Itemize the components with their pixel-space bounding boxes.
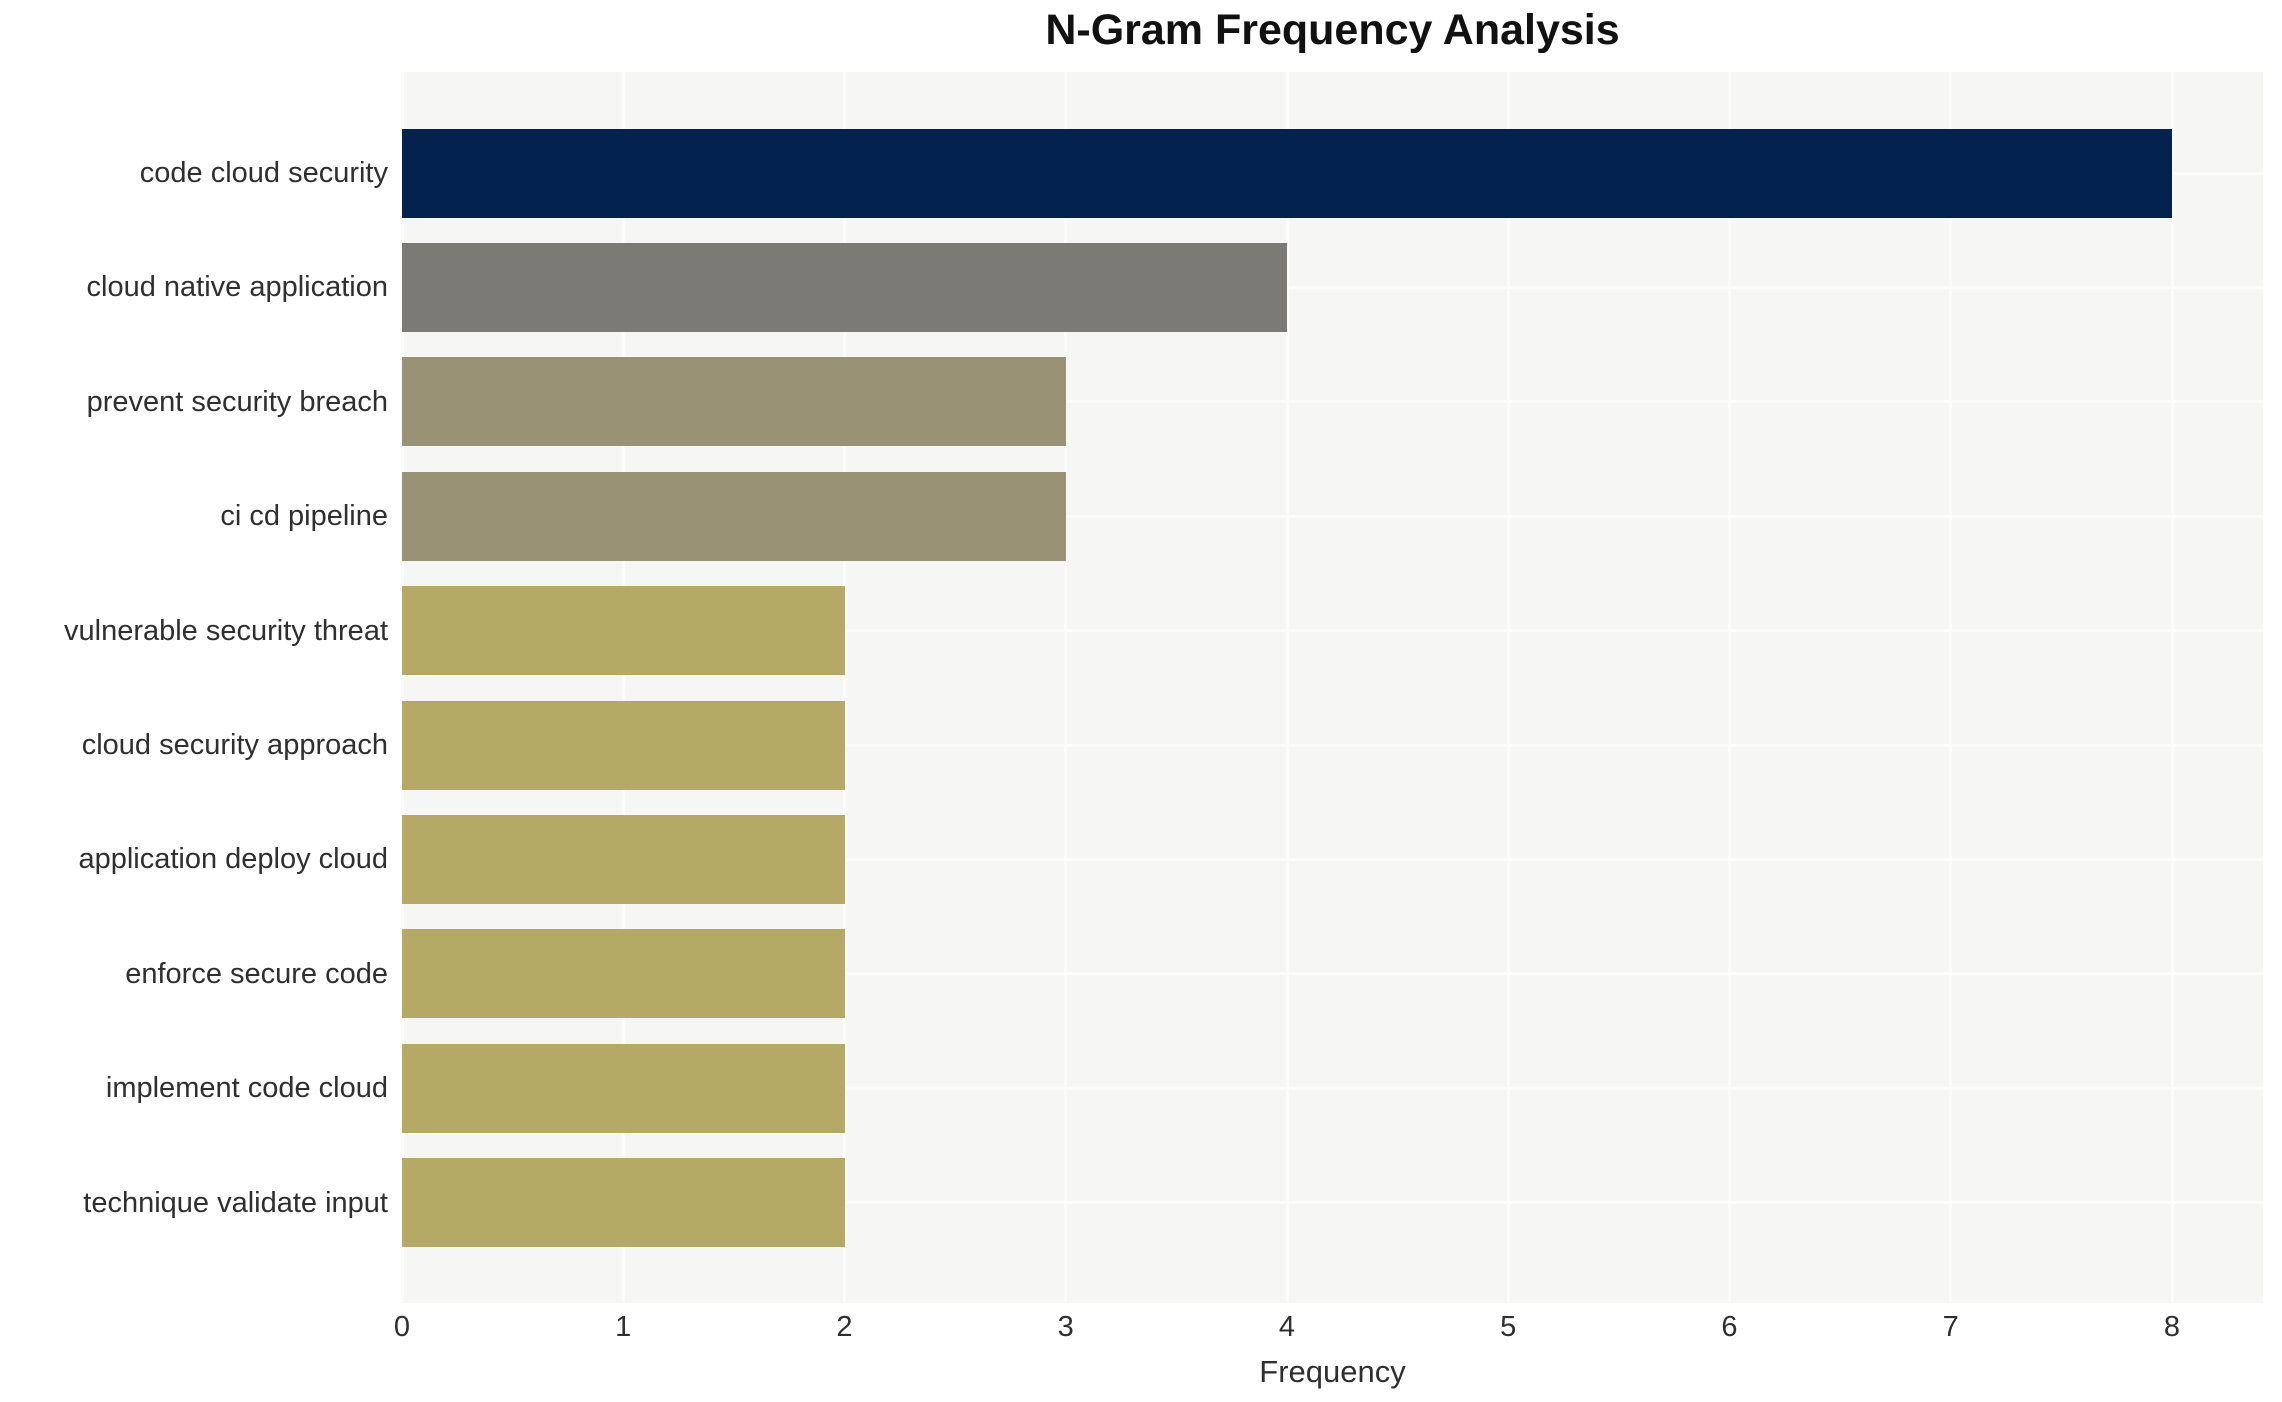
- plot-area: [400, 72, 2263, 1303]
- horizontal-gridline: [402, 514, 2263, 518]
- vertical-gridline: [400, 72, 404, 1303]
- bar-technique-validate-input: [402, 1158, 845, 1248]
- category-label: application deploy cloud: [78, 843, 388, 876]
- category-label: technique validate input: [83, 1186, 388, 1219]
- vertical-gridline: [2170, 72, 2174, 1303]
- bar-implement-code-cloud: [402, 1043, 845, 1133]
- bar-application-deploy-cloud: [402, 814, 845, 904]
- x-tick-label: 0: [393, 1311, 411, 1343]
- bar-cloud-native-application: [402, 242, 1287, 332]
- horizontal-gridline: [402, 857, 2263, 861]
- category-label: cloud native application: [86, 271, 388, 304]
- category-label: implement code cloud: [105, 1072, 388, 1105]
- vertical-gridline: [843, 72, 846, 1303]
- x-axis-title: Frequency: [1259, 1354, 1406, 1389]
- x-tick-label: 8: [2163, 1311, 2181, 1343]
- category-label: enforce secure code: [125, 957, 388, 990]
- bar-prevent-security-breach: [402, 357, 1066, 447]
- x-tick-label: 6: [1721, 1311, 1738, 1343]
- horizontal-gridline: [402, 743, 2263, 747]
- chart-title: N-Gram Frequency Analysis: [1045, 6, 1620, 54]
- category-label: prevent security breach: [86, 385, 388, 418]
- x-tick-label: 3: [1057, 1311, 1074, 1343]
- horizontal-gridline: [402, 1201, 2263, 1205]
- bar-code-cloud-security: [402, 128, 2172, 218]
- vertical-gridline: [621, 72, 625, 1303]
- x-tick-label: 5: [1500, 1311, 1517, 1343]
- horizontal-gridline: [402, 285, 2263, 289]
- x-tick-label: 2: [836, 1311, 853, 1343]
- vertical-gridline: [1728, 72, 1731, 1303]
- vertical-gridline: [1285, 72, 1289, 1303]
- bar-cloud-security-approach: [402, 700, 845, 790]
- x-tick-label: 4: [1278, 1311, 1296, 1343]
- vertical-gridline: [1506, 72, 1510, 1303]
- horizontal-gridline: [402, 400, 2263, 404]
- category-label: vulnerable security threat: [64, 614, 388, 647]
- vertical-gridline: [1064, 72, 1068, 1303]
- horizontal-gridline: [402, 629, 2263, 633]
- category-label: code cloud security: [139, 157, 388, 189]
- bar-ci-cd-pipeline: [402, 471, 1066, 561]
- bar-enforce-secure-code: [402, 929, 845, 1019]
- bar-vulnerable-security-threat: [402, 586, 845, 676]
- x-tick-label: 7: [1942, 1311, 1959, 1343]
- horizontal-gridline: [402, 972, 2263, 976]
- vertical-gridline: [1949, 72, 1953, 1303]
- horizontal-gridline: [402, 1086, 2263, 1090]
- category-label: cloud security approach: [81, 729, 388, 761]
- category-label: ci cd pipeline: [220, 500, 388, 533]
- x-tick-label: 1: [615, 1311, 632, 1343]
